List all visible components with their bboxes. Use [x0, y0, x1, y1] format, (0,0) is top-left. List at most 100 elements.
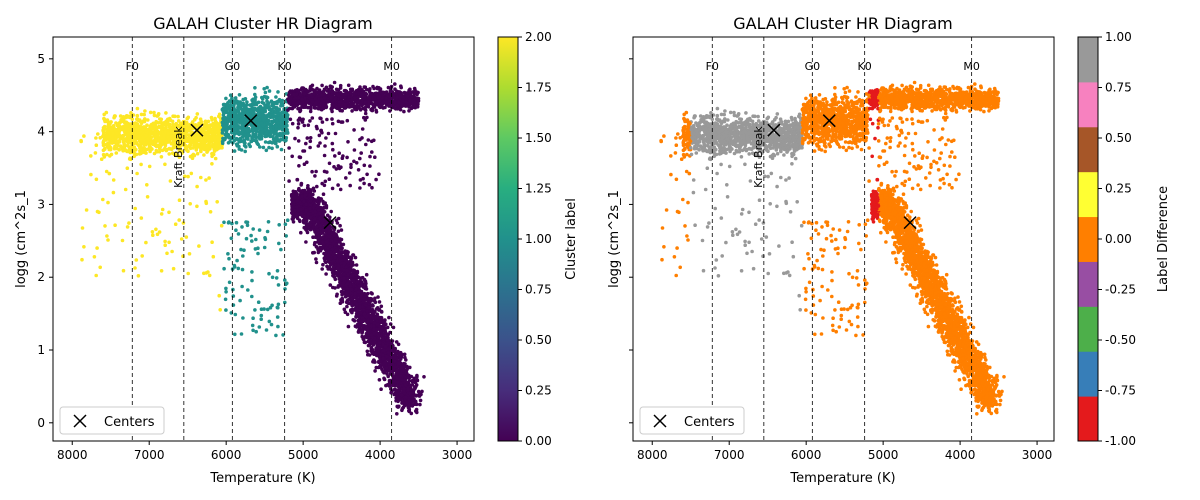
- star-point: [111, 178, 116, 182]
- star-point: [261, 123, 266, 128]
- star-point: [187, 144, 191, 148]
- star-point: [190, 153, 195, 158]
- star-point: [144, 127, 149, 132]
- star-point: [292, 92, 297, 97]
- star-point: [355, 103, 359, 108]
- star-point: [152, 142, 157, 146]
- star-point: [220, 128, 225, 132]
- star-point: [121, 268, 126, 273]
- star-point: [158, 126, 163, 130]
- star-point: [365, 349, 370, 354]
- star-point: [400, 104, 405, 108]
- star-point: [254, 117, 258, 121]
- star-point: [393, 87, 397, 91]
- star-point: [204, 199, 208, 204]
- star-point: [272, 105, 276, 109]
- star-point: [278, 131, 282, 136]
- star-point: [265, 114, 270, 119]
- star-point: [94, 273, 98, 278]
- star-point: [150, 230, 155, 234]
- star-point: [177, 218, 181, 222]
- star-point: [403, 355, 407, 360]
- star-point: [316, 196, 321, 200]
- star-point: [328, 95, 333, 100]
- star-point: [393, 107, 398, 111]
- star-point: [89, 172, 93, 177]
- star-point: [146, 118, 150, 122]
- star-point: [160, 139, 164, 144]
- star-point: [258, 145, 262, 149]
- star-point: [309, 93, 313, 97]
- star-point: [215, 200, 219, 204]
- star-point: [139, 138, 144, 143]
- star-point: [422, 375, 426, 379]
- star-point: [193, 142, 197, 146]
- star-point: [101, 129, 106, 133]
- star-point: [97, 210, 101, 215]
- star-point: [154, 227, 158, 232]
- star-point: [265, 307, 270, 312]
- star-point: [144, 240, 148, 245]
- star-point: [288, 99, 293, 104]
- star-point: [405, 366, 410, 371]
- star-point: [243, 149, 247, 154]
- star-point: [166, 131, 171, 136]
- star-point: [155, 232, 160, 237]
- star-point: [134, 258, 139, 262]
- star-point: [111, 136, 115, 141]
- star-point: [236, 232, 241, 236]
- star-point: [406, 405, 411, 410]
- star-point: [219, 223, 224, 228]
- star-point: [151, 233, 155, 237]
- star-point: [267, 145, 271, 150]
- star-point: [268, 125, 273, 130]
- star-point: [274, 333, 278, 338]
- star-point: [127, 148, 132, 152]
- star-point: [126, 123, 130, 127]
- star-point: [201, 139, 205, 144]
- star-point: [250, 134, 255, 139]
- star-point: [194, 135, 198, 140]
- star-point: [389, 90, 393, 94]
- star-point: [181, 254, 185, 258]
- star-point: [299, 230, 303, 235]
- star-point: [267, 271, 271, 276]
- star-point: [139, 216, 144, 220]
- star-point: [322, 92, 327, 97]
- star-point: [330, 90, 334, 94]
- star-point: [177, 198, 182, 202]
- star-point: [96, 132, 100, 136]
- star-point: [321, 201, 326, 206]
- star-point: [142, 125, 146, 129]
- star-point: [235, 258, 239, 263]
- star-point: [167, 152, 171, 156]
- star-point: [253, 95, 258, 99]
- star-point: [188, 202, 192, 206]
- star-point: [317, 104, 322, 108]
- star-point: [195, 112, 200, 116]
- star-point: [331, 252, 336, 257]
- star-point: [311, 235, 315, 239]
- star-point: [348, 87, 353, 92]
- star-point: [104, 169, 109, 174]
- star-point: [105, 234, 109, 238]
- star-point: [342, 307, 347, 312]
- star-point: [350, 260, 355, 265]
- star-point: [190, 126, 195, 131]
- star-point: [343, 92, 348, 97]
- star-point: [152, 113, 157, 118]
- star-point: [284, 234, 289, 238]
- star-point: [224, 308, 228, 312]
- star-point: [349, 264, 353, 269]
- star-point: [177, 148, 182, 153]
- star-point: [370, 291, 374, 296]
- star-point: [314, 257, 318, 261]
- star-point: [202, 135, 207, 139]
- star-point: [263, 134, 268, 139]
- star-point: [303, 87, 308, 92]
- star-point: [283, 222, 288, 226]
- star-point: [307, 105, 312, 110]
- star-point: [264, 148, 269, 153]
- star-point: [223, 297, 228, 302]
- star-point: [373, 296, 377, 301]
